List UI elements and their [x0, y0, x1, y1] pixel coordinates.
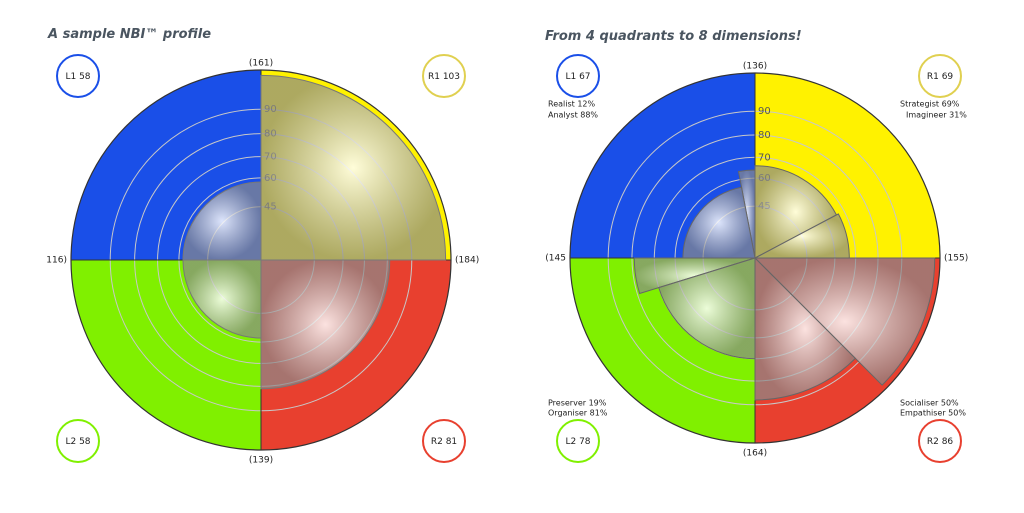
- badge-name: R2: [431, 437, 443, 447]
- axis-total: (139): [249, 456, 273, 466]
- badge-value: 69: [942, 72, 954, 82]
- dimension-label: Strategist 69%: [900, 100, 960, 109]
- badge-name: R1: [428, 72, 440, 82]
- badge-label: R2 86: [927, 437, 954, 447]
- badge-name: R2: [927, 437, 939, 447]
- badge-value: 58: [79, 72, 91, 82]
- badge-value: 81: [446, 437, 457, 447]
- quadrant-badge: [918, 54, 962, 98]
- badge-name: L2: [65, 437, 76, 447]
- quadrant-badge: [422, 54, 466, 98]
- badge-label: R2 81: [431, 437, 457, 447]
- axis-total: (145: [545, 254, 566, 264]
- badge-label: L1 67: [565, 72, 590, 82]
- dimension-wedge: [754, 256, 857, 401]
- ring-label: 90: [758, 106, 771, 117]
- badge-label: L2 58: [65, 437, 90, 447]
- quadrant-badge: [918, 419, 962, 463]
- score-wedge: [260, 259, 391, 390]
- badge-label: R1 69: [927, 72, 954, 82]
- score-wedge: [182, 181, 262, 261]
- dimension-label: Empathiser 50%: [900, 409, 966, 418]
- dimension-label: Imagineer 31%: [906, 111, 967, 120]
- badge-name: L1: [565, 72, 576, 82]
- polar-chart: 4560708090: [569, 72, 941, 444]
- quadrant-badge: [556, 419, 600, 463]
- dimension-label: Realist 12%: [548, 100, 595, 109]
- polar-chart: 4560708090: [70, 69, 452, 451]
- dimension-wedge: [682, 186, 756, 259]
- dimension-label: Organiser 81%: [548, 409, 608, 418]
- axis-total: (155): [944, 254, 968, 264]
- axis-total: 116): [46, 256, 67, 266]
- chart-title: A sample NBI™ profile: [47, 27, 211, 42]
- badge-name: L1: [65, 72, 76, 82]
- badge-value: 86: [942, 437, 954, 447]
- dimension-wedge: [658, 257, 756, 360]
- badge-name: L2: [565, 437, 576, 447]
- chart-title: From 4 quadrants to 8 dimensions!: [545, 29, 802, 44]
- dimension-label: Socialiser 50%: [900, 399, 959, 408]
- score-wedge: [182, 259, 262, 339]
- quadrant-badge: [56, 419, 100, 463]
- quadrant-badge: [422, 419, 466, 463]
- quadrant-badge: [56, 54, 100, 98]
- badge-value: 58: [79, 437, 91, 447]
- axis-total: (136): [743, 62, 767, 72]
- axis-total: (161): [249, 59, 273, 69]
- score-wedge: [260, 74, 447, 261]
- dimension-label: Preserver 19%: [548, 399, 607, 408]
- dimension-wedge: [754, 165, 838, 259]
- ring-label: 70: [758, 152, 771, 163]
- quadrant-badge: [556, 54, 600, 98]
- ring-label: 80: [758, 130, 771, 141]
- badge-value: 67: [579, 72, 590, 82]
- badge-name: R1: [927, 72, 939, 82]
- dimension-label: Analyst 88%: [548, 111, 598, 120]
- badge-label: R1 103: [428, 72, 460, 82]
- axis-total: (184): [455, 256, 479, 266]
- badge-value: 103: [443, 72, 460, 82]
- badge-label: L1 58: [65, 72, 90, 82]
- axis-total: (164): [743, 449, 767, 459]
- badge-value: 78: [579, 437, 591, 447]
- badge-label: L2 78: [565, 437, 590, 447]
- dimension-wedge: [753, 257, 936, 386]
